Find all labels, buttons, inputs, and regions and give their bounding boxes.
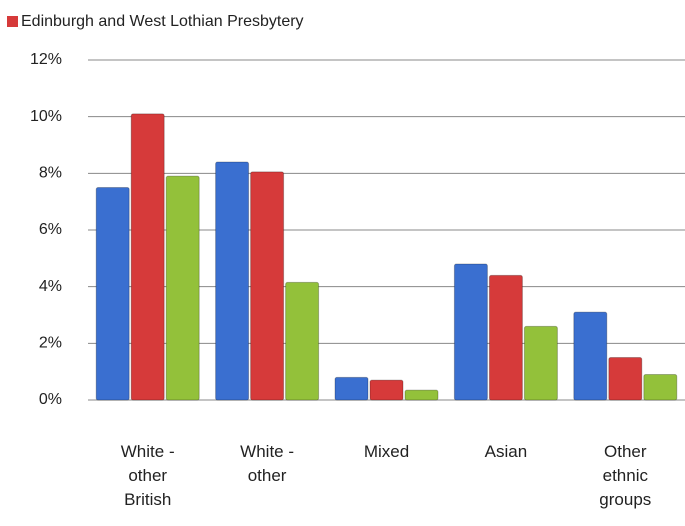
y-tick-label: 12% — [30, 51, 62, 68]
y-tick-label: 2% — [39, 335, 62, 352]
bar — [523, 325, 558, 401]
bar — [643, 374, 678, 401]
bar — [250, 171, 285, 401]
legend-swatch — [7, 16, 18, 27]
bar — [285, 281, 320, 401]
bar — [130, 113, 165, 401]
bar — [165, 175, 200, 401]
x-tick-label: White - other British — [120, 442, 175, 509]
x-tick-label: White - other — [240, 442, 295, 485]
y-tick-label: 4% — [39, 278, 62, 295]
bar — [334, 376, 369, 401]
y-tick-label: 10% — [30, 108, 62, 125]
bar — [573, 311, 608, 401]
bar — [95, 187, 130, 401]
y-tick-label: 0% — [39, 391, 62, 408]
x-tick-label: Mixed — [363, 442, 410, 461]
bar — [215, 161, 250, 401]
bar — [369, 379, 404, 401]
bar — [488, 274, 523, 401]
x-tick-label: Other ethnic groups — [599, 442, 652, 509]
y-tick-label: 6% — [39, 221, 62, 238]
legend-label: Edinburgh and West Lothian Presbytery — [21, 13, 304, 30]
bar — [404, 389, 439, 401]
x-tick-label: Asian — [484, 442, 528, 461]
bar — [608, 357, 643, 401]
bar — [453, 263, 488, 401]
y-tick-label: 8% — [39, 165, 62, 182]
